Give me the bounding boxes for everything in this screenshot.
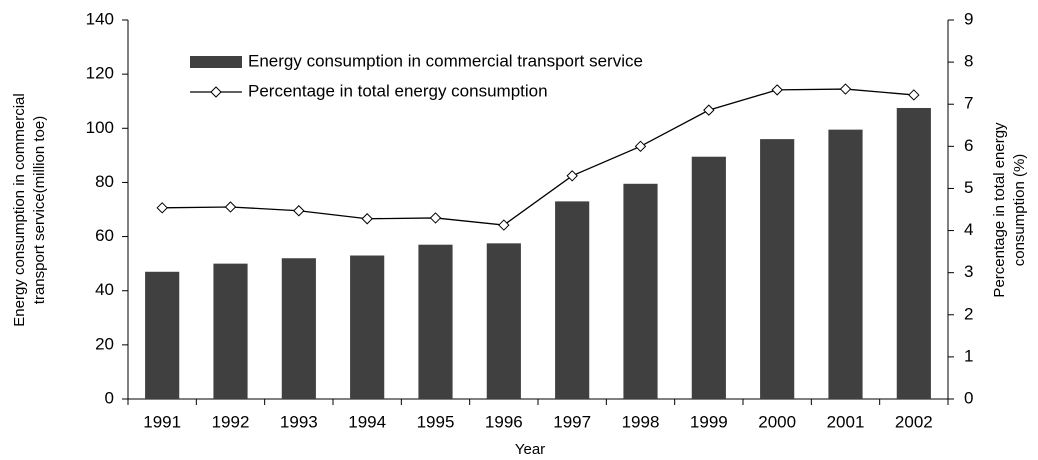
- x-tick-label: 2001: [827, 412, 865, 431]
- bar: [896, 107, 931, 399]
- y2-axis-label-line: consumption (%): [1011, 154, 1028, 267]
- line-marker: [224, 201, 237, 213]
- bar: [555, 201, 590, 399]
- x-tick-label: 1993: [280, 412, 318, 431]
- legend-label: Energy consumption in commercial transpo…: [248, 51, 643, 70]
- y-tick-label: 120: [86, 64, 114, 83]
- x-tick-label: 1996: [485, 412, 523, 431]
- y2-tick-label: 3: [964, 262, 973, 281]
- line-marker: [634, 140, 647, 153]
- bar: [691, 156, 726, 399]
- y-axis-label-line: Energy consumption in commercial: [11, 93, 28, 326]
- y2-tick-label: 0: [964, 388, 973, 407]
- y-tick-label: 20: [95, 334, 114, 353]
- x-tick-label: 1991: [143, 412, 181, 431]
- y2-axis-label: Percentage in total energy consumption (…: [991, 122, 1028, 298]
- line-marker: [771, 84, 783, 96]
- line-marker: [703, 104, 715, 116]
- y2-tick-label: 2: [964, 304, 973, 323]
- line-marker: [839, 83, 852, 95]
- y-axis-label-line: transport service(million toe): [31, 116, 48, 304]
- bar: [281, 258, 316, 399]
- y2-tick-label: 9: [964, 9, 973, 28]
- line-marker: [498, 219, 510, 231]
- legend-swatch: [190, 56, 242, 68]
- bar: [350, 255, 385, 399]
- x-tick-label: 2002: [895, 412, 933, 431]
- y2-tick-label: 5: [964, 178, 973, 197]
- y2-tick-label: 6: [964, 136, 973, 155]
- y2-tick-label: 7: [964, 94, 973, 113]
- line-marker: [566, 170, 578, 182]
- x-tick-label: 1995: [417, 412, 455, 431]
- y-tick-label: 140: [86, 9, 114, 28]
- y-tick-label: 100: [86, 118, 114, 137]
- y-tick-label: 60: [95, 226, 114, 245]
- line-marker: [908, 89, 920, 101]
- legend-marker: [210, 86, 222, 98]
- y2-tick-label: 1: [964, 346, 973, 365]
- line-marker: [293, 205, 305, 217]
- bar: [486, 243, 521, 399]
- y2-axis-label-line: Percentage in total energy: [991, 122, 1008, 298]
- line-marker: [156, 202, 168, 214]
- x-tick-label: 1992: [212, 412, 250, 431]
- bar: [623, 183, 658, 399]
- y-axis-label: Energy consumption in commercial transpo…: [11, 93, 48, 326]
- y-tick-label: 80: [95, 172, 114, 191]
- bar: [145, 271, 180, 399]
- x-tick-label: 1999: [690, 412, 728, 431]
- y-tick-label: 40: [95, 280, 114, 299]
- line: [162, 88, 914, 226]
- x-tick-label: 1998: [622, 412, 660, 431]
- x-tick-label: 1994: [348, 412, 386, 431]
- x-tick-label: 2000: [758, 412, 796, 431]
- bar: [213, 263, 248, 399]
- x-axis-label: Year: [515, 441, 545, 458]
- y-tick-label: 0: [105, 388, 114, 407]
- y2-tick-label: 8: [964, 52, 973, 71]
- bar: [760, 139, 795, 399]
- bar: [418, 244, 453, 399]
- line-marker: [361, 213, 373, 225]
- x-tick-label: 1997: [553, 412, 591, 431]
- line-marker: [429, 212, 442, 224]
- legend-label: Percentage in total energy consumption: [248, 81, 548, 100]
- bar: [828, 129, 863, 399]
- y2-tick-label: 4: [964, 220, 973, 239]
